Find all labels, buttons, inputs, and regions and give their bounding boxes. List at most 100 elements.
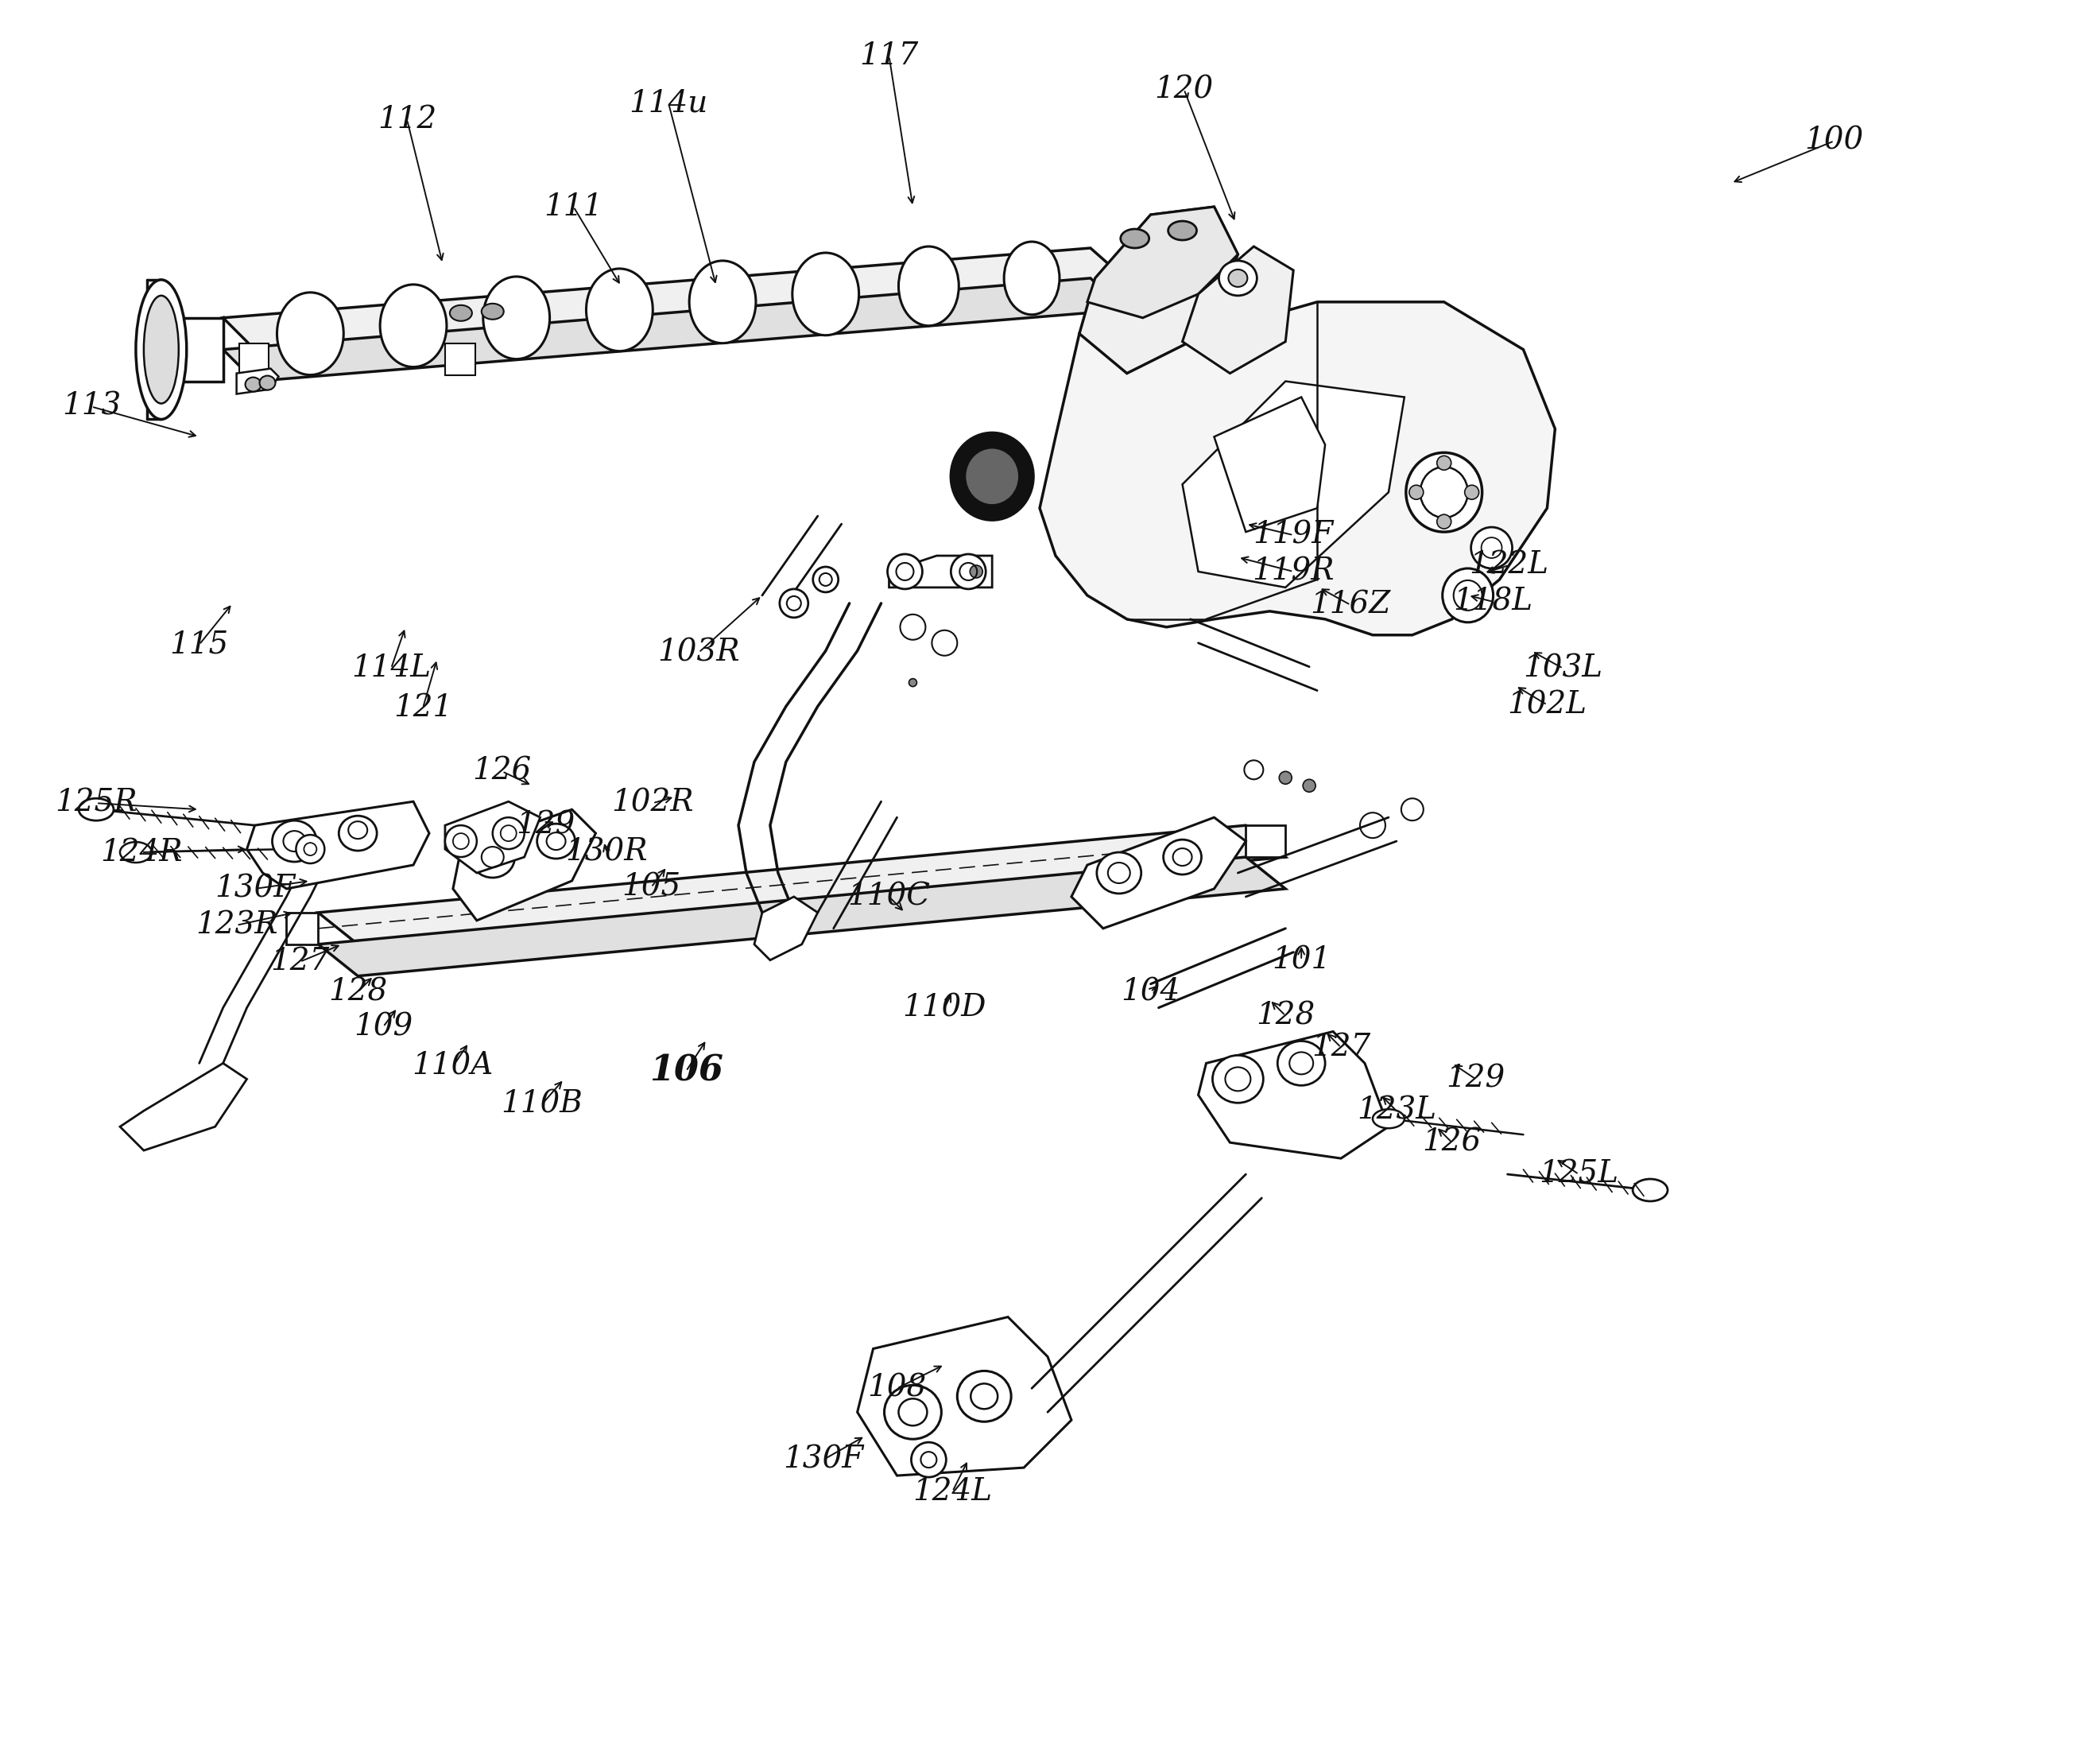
- Ellipse shape: [80, 798, 113, 820]
- Text: 119R: 119R: [1252, 556, 1334, 586]
- Ellipse shape: [1373, 1109, 1405, 1128]
- Text: 106: 106: [649, 1055, 722, 1088]
- Ellipse shape: [909, 679, 918, 687]
- Polygon shape: [1071, 817, 1245, 929]
- Text: 100: 100: [1804, 126, 1863, 156]
- Polygon shape: [319, 857, 1285, 976]
- Ellipse shape: [888, 554, 922, 589]
- Ellipse shape: [273, 820, 317, 862]
- Text: 127: 127: [1312, 1032, 1371, 1062]
- Ellipse shape: [481, 304, 504, 320]
- Ellipse shape: [1407, 453, 1483, 532]
- Polygon shape: [286, 913, 319, 944]
- Text: 124R: 124R: [101, 838, 183, 868]
- Text: 127: 127: [271, 946, 330, 976]
- Ellipse shape: [1436, 456, 1451, 470]
- Text: 115: 115: [170, 630, 229, 659]
- Ellipse shape: [380, 285, 447, 367]
- Polygon shape: [888, 556, 991, 588]
- Text: 103R: 103R: [657, 638, 739, 666]
- Ellipse shape: [899, 247, 960, 325]
- Polygon shape: [1088, 206, 1237, 318]
- Text: 125R: 125R: [55, 789, 137, 819]
- Text: 123L: 123L: [1357, 1097, 1436, 1126]
- Ellipse shape: [1632, 1179, 1667, 1202]
- Ellipse shape: [1464, 484, 1478, 500]
- Polygon shape: [223, 278, 1124, 381]
- Ellipse shape: [277, 292, 344, 374]
- Ellipse shape: [884, 1385, 941, 1439]
- Ellipse shape: [951, 432, 1033, 519]
- Ellipse shape: [246, 378, 260, 392]
- Text: 101: 101: [1273, 946, 1331, 974]
- Ellipse shape: [1436, 514, 1451, 528]
- Polygon shape: [454, 810, 596, 920]
- Text: 114u: 114u: [630, 89, 708, 119]
- Ellipse shape: [1302, 780, 1315, 792]
- Ellipse shape: [1277, 1041, 1325, 1086]
- Text: 130R: 130R: [565, 838, 649, 868]
- Text: 103L: 103L: [1522, 654, 1602, 684]
- Ellipse shape: [120, 841, 151, 862]
- Polygon shape: [239, 343, 269, 374]
- Ellipse shape: [449, 304, 473, 322]
- Text: 112: 112: [378, 105, 437, 135]
- Text: 102L: 102L: [1508, 691, 1588, 719]
- Polygon shape: [223, 248, 1124, 350]
- Text: 116Z: 116Z: [1310, 589, 1390, 619]
- Text: 130F: 130F: [214, 874, 294, 904]
- Text: 102R: 102R: [611, 789, 693, 819]
- Ellipse shape: [296, 834, 326, 864]
- Ellipse shape: [494, 817, 525, 848]
- Ellipse shape: [792, 254, 859, 336]
- Polygon shape: [445, 801, 540, 873]
- Text: 109: 109: [353, 1013, 414, 1041]
- Ellipse shape: [470, 836, 514, 878]
- Polygon shape: [445, 343, 475, 374]
- Text: 110C: 110C: [848, 881, 930, 911]
- Polygon shape: [1182, 247, 1294, 373]
- Text: 124L: 124L: [914, 1476, 993, 1506]
- Text: 119F: 119F: [1254, 521, 1334, 549]
- Text: 125L: 125L: [1539, 1160, 1619, 1189]
- Ellipse shape: [1121, 229, 1149, 248]
- Ellipse shape: [143, 296, 178, 404]
- Text: 130F: 130F: [783, 1445, 863, 1474]
- Ellipse shape: [970, 565, 983, 577]
- Polygon shape: [1040, 303, 1554, 635]
- Text: 128: 128: [328, 978, 386, 1007]
- Ellipse shape: [958, 1371, 1012, 1422]
- Ellipse shape: [1168, 220, 1197, 240]
- Text: 110D: 110D: [903, 993, 987, 1023]
- Text: 120: 120: [1155, 75, 1214, 105]
- Ellipse shape: [951, 554, 985, 589]
- Text: 105: 105: [622, 873, 680, 902]
- Ellipse shape: [586, 269, 653, 352]
- Text: 117: 117: [859, 42, 918, 72]
- Ellipse shape: [1218, 261, 1258, 296]
- Text: 129: 129: [517, 810, 575, 840]
- Ellipse shape: [911, 1443, 947, 1478]
- Ellipse shape: [813, 567, 838, 593]
- Ellipse shape: [137, 280, 187, 420]
- Ellipse shape: [1228, 269, 1247, 287]
- Text: 129: 129: [1447, 1065, 1506, 1093]
- Polygon shape: [754, 897, 817, 960]
- Ellipse shape: [483, 276, 550, 359]
- Polygon shape: [237, 369, 279, 394]
- Text: 128: 128: [1256, 1000, 1315, 1030]
- Text: 126: 126: [1422, 1128, 1480, 1158]
- Polygon shape: [248, 801, 428, 888]
- Text: 111: 111: [544, 192, 603, 222]
- Ellipse shape: [1279, 771, 1292, 784]
- Ellipse shape: [1470, 526, 1512, 568]
- Polygon shape: [170, 318, 223, 381]
- Polygon shape: [857, 1317, 1071, 1476]
- Ellipse shape: [966, 448, 1019, 505]
- Polygon shape: [170, 318, 223, 381]
- Ellipse shape: [338, 815, 376, 850]
- Ellipse shape: [260, 376, 275, 390]
- Polygon shape: [1214, 397, 1325, 532]
- Text: 110A: 110A: [412, 1051, 493, 1081]
- Ellipse shape: [445, 826, 477, 857]
